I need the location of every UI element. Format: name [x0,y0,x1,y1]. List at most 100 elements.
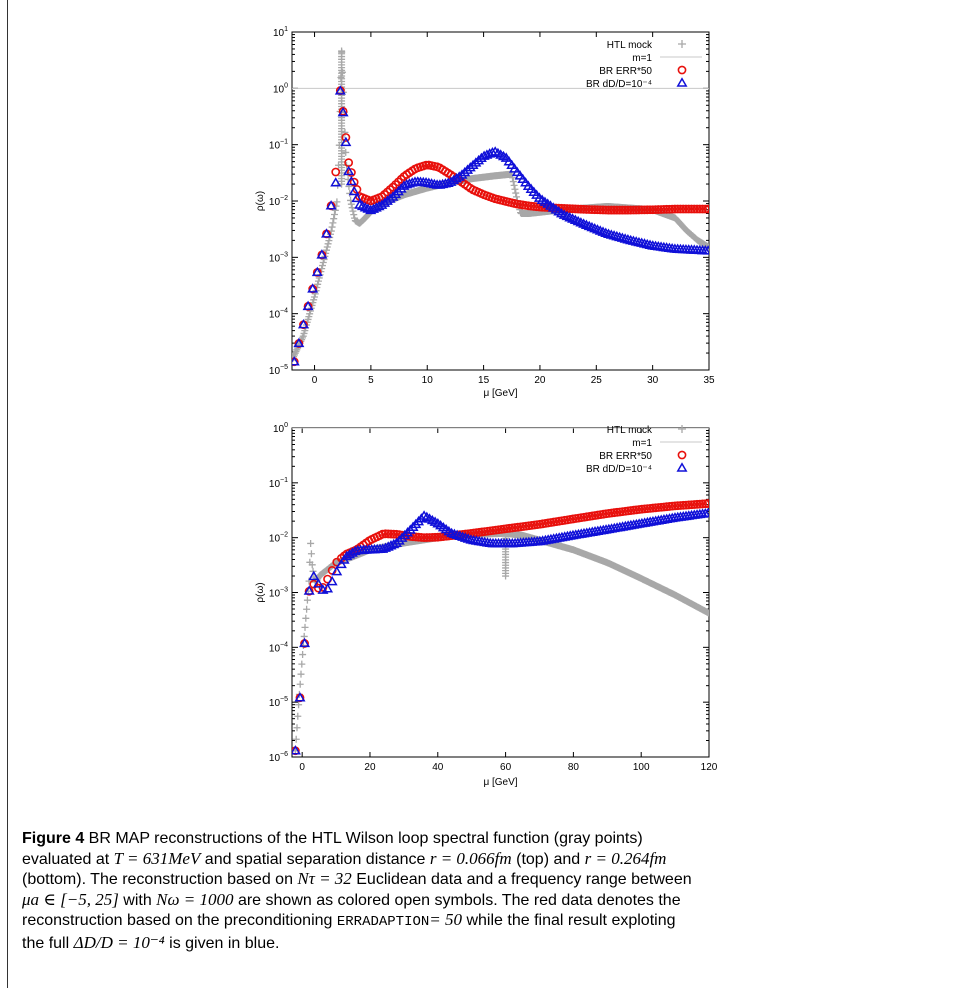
br-err50-point [692,204,702,214]
x-tick-label: 20 [364,762,376,773]
legend-marker-htl [678,40,686,48]
br-err50-point [604,205,613,215]
htl-mock-point [297,670,305,678]
br-dd-point [467,159,479,170]
br-err50-point [421,160,431,170]
htl-mock-point [298,660,306,668]
br-err50-point [612,205,622,215]
br-err50-point [570,204,580,214]
br-err50-point [653,205,663,214]
htl-mock-point [307,539,315,547]
br-err50-point [389,529,399,539]
br-err50-point [427,532,437,542]
br-err50-point [620,205,630,215]
br-err50-point [386,529,396,539]
caption-segment: are shown as colored open symbols. The r… [233,891,681,909]
htl-mock-point [296,680,304,688]
x-tick-label: 60 [500,762,512,773]
x-axis-label: μ [GeV] [483,777,517,788]
br-dd-point [325,200,337,210]
y-axis-label: ρ(ω) [255,191,266,211]
x-tick-label: 0 [312,375,318,386]
plot-area [292,428,709,756]
legend-label: BR ERR*50 [599,66,652,77]
br-dd-point [390,188,402,199]
br-dd-point [294,692,306,702]
br-dd-point [702,245,709,255]
htl-mock-point [310,293,318,301]
br-dd-point [334,85,346,95]
htl-mock-point [319,259,327,267]
br-err50-point [678,204,688,214]
br-err50-point [664,204,674,214]
x-tick-label: 120 [701,762,718,773]
legend-label: BR dD/D=10⁻⁴ [586,79,652,90]
br-dd-point [297,318,309,329]
htl-mock-point [292,735,300,743]
caption-segment: ΔD/D = 10⁻⁴ [73,932,165,952]
caption-segment: T = 631MeV [113,848,201,868]
br-err50-point [629,205,638,215]
x-tick-label: 15 [478,375,490,386]
br-err50-point [681,204,691,214]
br-err50-point [430,532,440,542]
br-dd-point [292,745,301,755]
caption-segment: r = 0.264fm [584,848,667,868]
br-err50-point [626,205,636,215]
legend-marker-htl [678,425,686,433]
htl-mock-point [329,219,337,227]
br-err50-point [656,205,666,214]
htl-mock-point [331,210,339,218]
legend-marker-br-err50 [677,450,687,460]
y-tick-label: 10−5 [269,696,288,709]
series-br-dd [292,507,709,755]
br-err50-point [331,167,341,177]
br-err50-point [645,205,655,215]
br-dd-point [622,234,634,244]
legend-label: BR ERR*50 [599,451,652,462]
br-dd-point [453,171,465,181]
br-dd-point [410,518,422,529]
x-tick-label: 5 [368,375,374,386]
htl-mock-point [307,550,315,558]
htl-mock-point [337,73,345,81]
br-dd-point [448,528,460,539]
br-err50-point [676,204,685,214]
br-dd-point [616,232,628,242]
br-err50-point [673,204,683,214]
br-dd-point [311,266,323,277]
br-dd-point [348,185,360,196]
htl-mock-point [294,712,302,720]
caption-segment: = 50 [429,910,463,930]
htl-mock-point [293,724,301,732]
caption-segment: and spatial separation distance [200,850,430,868]
br-dd-point [462,533,474,543]
caption-segment: r = 0.066fm [429,848,512,868]
htl-mock-point [509,178,517,186]
y-axis-label: ρ(ω) [255,582,266,602]
br-dd-point [399,529,411,540]
br-dd-point [330,177,342,187]
htl-mock-point [502,532,510,540]
htl-mock-point [328,223,336,231]
y-tick-label: 10−5 [269,364,288,377]
htl-mock-point [314,277,322,285]
br-dd-point [459,532,471,542]
y-tick-label: 10−4 [269,641,288,654]
br-err50-point [631,205,641,215]
caption-segment: μa ∈ [−5, 25] [22,889,119,909]
caption-segment: Euclidean data and a frequency range bet… [351,871,692,889]
caption-segment: evaluated at [22,850,114,868]
legend-label: m=1 [632,438,652,449]
legend: HTL mock m=1 BR ERR*50 BR dD/D=10⁻⁴ [586,425,702,475]
br-dd-point [603,228,615,238]
br-dd-point [404,524,416,534]
htl-mock-point [330,215,338,223]
br-err50-point [349,177,359,187]
br-dd-point [614,231,626,242]
caption-segment: reconstruction based on the precondition… [22,912,337,930]
y-tick-label: 10−4 [269,308,288,321]
caption-segment: is given in blue. [164,934,280,952]
br-dd-point [407,521,419,531]
br-dd-point [316,249,328,259]
